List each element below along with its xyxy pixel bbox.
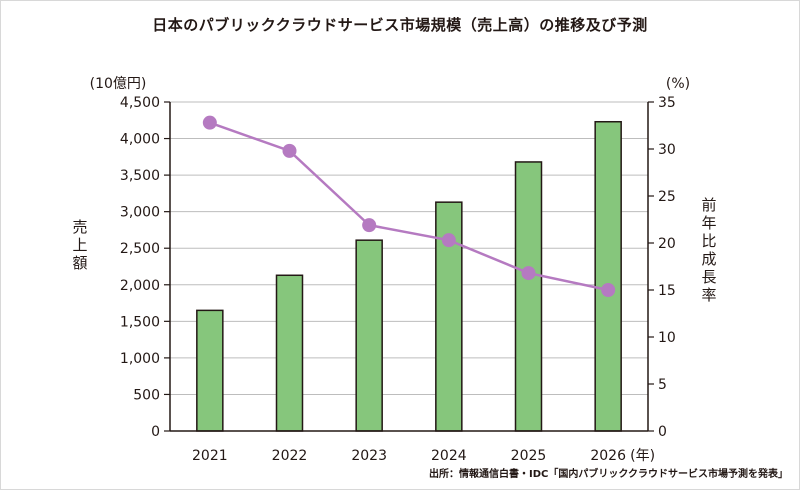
left-tick-label: 3,500 (120, 168, 160, 184)
left-tick-label: 1,000 (120, 351, 160, 367)
left-tick-label: 4,500 (120, 95, 160, 111)
bar-2025 (514, 161, 543, 432)
bar-2026 (594, 120, 622, 432)
right-tick-label: 20 (658, 236, 676, 252)
x-axis-unit: (年) (630, 448, 655, 464)
right-tick-label: 35 (658, 95, 676, 111)
left-tick-label: 4,000 (120, 132, 160, 148)
growth-point-2021 (202, 115, 217, 130)
growth-line (209, 121, 609, 292)
right-tick-label: 5 (658, 377, 667, 393)
right-tick-label: 10 (658, 330, 676, 346)
bar-2022 (275, 274, 304, 432)
left-tick-label: 0 (151, 424, 160, 440)
left-axis-title: 売上額 (72, 218, 87, 272)
bar-2021 (196, 309, 224, 432)
chart-title: 日本のパブリッククラウドサービス市場規模（売上高）の推移及び予測 (152, 16, 648, 34)
x-tick-label: 2026 (590, 448, 626, 464)
left-tick-label: 3,000 (120, 205, 160, 221)
right-axis-title: 前年比成長率 (701, 196, 716, 304)
bar-2023 (355, 239, 383, 432)
left-tick-label: 500 (133, 387, 160, 403)
left-axis-unit: (10億円) (90, 76, 147, 92)
left-tick-label: 1,500 (120, 314, 160, 330)
x-tick-label: 2023 (351, 448, 387, 464)
right-tick-label: 15 (658, 283, 676, 299)
growth-point-2026 (601, 283, 616, 297)
x-tick-label: 2025 (511, 448, 547, 464)
left-tick-label: 2,000 (120, 278, 160, 294)
right-tick-label: 30 (658, 142, 676, 158)
right-tick-label: 25 (658, 189, 676, 205)
growth-point-2025 (521, 266, 536, 281)
growth-point-2024 (441, 233, 456, 248)
growth-point-2023 (362, 218, 377, 233)
x-tick-label: 2024 (431, 448, 467, 464)
source-note: 出所：情報通信白書・IDC「国内パブリッククラウドサービス市場予測を発表」 (429, 469, 788, 480)
left-tick-label: 2,500 (120, 241, 160, 257)
growth-point-2022 (282, 143, 297, 158)
right-axis-unit: (%) (666, 76, 690, 92)
right-tick-label: 0 (658, 424, 667, 440)
x-tick-label: 2022 (272, 448, 308, 464)
x-tick-label: 2021 (192, 448, 228, 464)
